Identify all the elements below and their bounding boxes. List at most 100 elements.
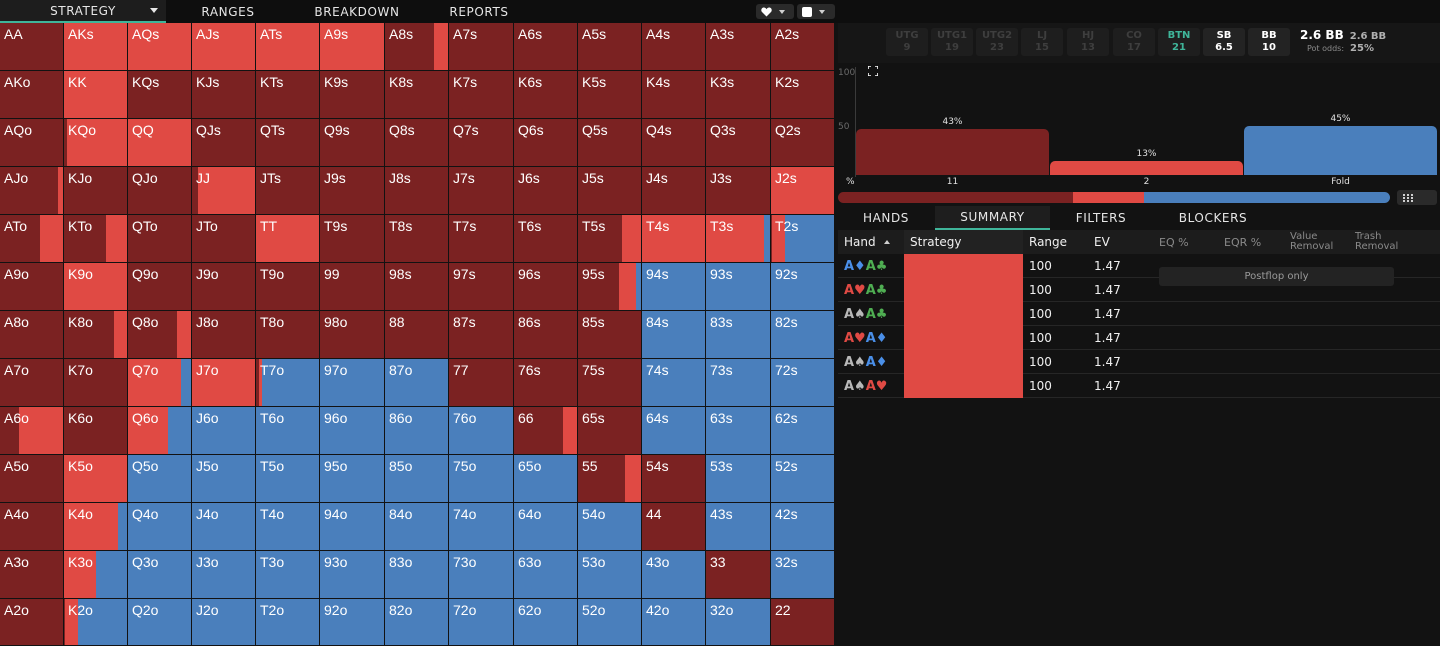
position-btn[interactable]: BTN 21 <box>1158 28 1200 56</box>
hand-cell[interactable]: KQs <box>128 71 192 119</box>
hand-cell[interactable]: 96s <box>514 263 578 311</box>
hand-cell[interactable]: A7o <box>0 359 64 407</box>
hand-cell[interactable]: J6s <box>514 167 578 215</box>
hand-cell[interactable]: A3o <box>0 551 64 599</box>
hand-cell[interactable]: Q6s <box>514 119 578 167</box>
hand-cell[interactable]: J8s <box>385 167 449 215</box>
hand-cell[interactable]: 83s <box>706 311 771 359</box>
hand-cell[interactable]: 65s <box>578 407 642 455</box>
hand-cell[interactable]: 55 <box>578 455 642 503</box>
hand-cell[interactable]: 93s <box>706 263 771 311</box>
hand-cell[interactable]: TT <box>256 215 320 263</box>
hand-cell[interactable]: K5o <box>64 455 128 503</box>
hand-cell[interactable]: 32o <box>706 599 771 646</box>
position-bb[interactable]: BB 10 <box>1248 28 1290 56</box>
hand-cell[interactable]: 97s <box>449 263 514 311</box>
hand-cell[interactable]: K7s <box>449 71 514 119</box>
hand-cell[interactable]: A5s <box>578 23 642 71</box>
hand-cell[interactable]: 54s <box>642 455 706 503</box>
hand-cell[interactable]: AJs <box>192 23 256 71</box>
tab-ranges[interactable]: RANGES <box>166 0 290 23</box>
col-ev[interactable]: EV <box>1094 230 1144 254</box>
position-utg2[interactable]: UTG2 23 <box>976 28 1018 56</box>
hand-cell[interactable]: 85s <box>578 311 642 359</box>
hand-cell[interactable]: A4s <box>642 23 706 71</box>
hand-cell[interactable]: 87s <box>449 311 514 359</box>
hand-cell[interactable]: 84o <box>385 503 449 551</box>
tab-summary[interactable]: SUMMARY <box>935 206 1050 230</box>
hand-cell[interactable]: 77 <box>449 359 514 407</box>
hand-cell[interactable]: 52o <box>578 599 642 646</box>
hand-cell[interactable]: 53s <box>706 455 771 503</box>
table-row[interactable]: A♠ A♣ 100 1.47 <box>838 302 1440 326</box>
hand-cell[interactable]: QTo <box>128 215 192 263</box>
hand-cell[interactable]: Q8s <box>385 119 449 167</box>
hand-cell[interactable]: 95s <box>578 263 642 311</box>
hand-cell[interactable]: J9s <box>320 167 385 215</box>
hand-cell[interactable]: 64s <box>642 407 706 455</box>
hand-cell[interactable]: QQ <box>128 119 192 167</box>
hand-cell[interactable]: A5o <box>0 455 64 503</box>
hand-cell[interactable]: T8s <box>385 215 449 263</box>
hand-cell[interactable]: KJs <box>192 71 256 119</box>
hand-cell[interactable]: T5s <box>578 215 642 263</box>
hand-cell[interactable]: K4s <box>642 71 706 119</box>
hand-cell[interactable]: 97o <box>320 359 385 407</box>
hand-cell[interactable]: 96o <box>320 407 385 455</box>
hand-cell[interactable]: K2s <box>771 71 835 119</box>
hand-cell[interactable]: AQs <box>128 23 192 71</box>
hand-cell[interactable]: 42o <box>642 599 706 646</box>
hand-cell[interactable]: AKs <box>64 23 128 71</box>
hand-cell[interactable]: T6o <box>256 407 320 455</box>
hand-cell[interactable]: 93o <box>320 551 385 599</box>
hand-cell[interactable]: 64o <box>514 503 578 551</box>
hand-cell[interactable]: Q2s <box>771 119 835 167</box>
hand-cell[interactable]: A8o <box>0 311 64 359</box>
hand-cell[interactable]: 86o <box>385 407 449 455</box>
hand-cell[interactable]: K5s <box>578 71 642 119</box>
hand-cell[interactable]: A9o <box>0 263 64 311</box>
chevron-down-icon[interactable] <box>150 8 158 13</box>
hand-cell[interactable]: 75s <box>578 359 642 407</box>
hand-cell[interactable]: K9o <box>64 263 128 311</box>
hand-cell[interactable]: 73o <box>449 551 514 599</box>
hand-cell[interactable]: 43s <box>706 503 771 551</box>
hand-cell[interactable]: J7s <box>449 167 514 215</box>
col-trash-removal[interactable]: Trash Removal <box>1355 230 1415 254</box>
hand-cell[interactable]: 76s <box>514 359 578 407</box>
hand-cell[interactable]: K2o <box>64 599 128 646</box>
position-sb[interactable]: SB 6.5 <box>1203 28 1245 56</box>
hand-cell[interactable]: Q8o <box>128 311 192 359</box>
hand-cell[interactable]: ATs <box>256 23 320 71</box>
hand-cell[interactable]: 99 <box>320 263 385 311</box>
hand-cell[interactable]: T8o <box>256 311 320 359</box>
hand-cell[interactable]: AA <box>0 23 64 71</box>
hand-cell[interactable]: T4s <box>642 215 706 263</box>
hand-cell[interactable]: T9o <box>256 263 320 311</box>
hand-cell[interactable]: QTs <box>256 119 320 167</box>
hand-cell[interactable]: A4o <box>0 503 64 551</box>
tab-strategy[interactable]: STRATEGY <box>0 0 166 23</box>
hand-cell[interactable]: T7o <box>256 359 320 407</box>
chart-bar[interactable] <box>1244 126 1437 175</box>
hand-cell[interactable]: A7s <box>449 23 514 71</box>
hand-cell[interactable]: K3s <box>706 71 771 119</box>
hand-cell[interactable]: J5o <box>192 455 256 503</box>
hand-cell[interactable]: 72o <box>449 599 514 646</box>
hand-cell[interactable]: 63o <box>514 551 578 599</box>
display-selector[interactable] <box>797 4 835 19</box>
hand-cell[interactable]: 92o <box>320 599 385 646</box>
hand-cell[interactable]: 95o <box>320 455 385 503</box>
table-row[interactable]: A♦ A♣ 100 1.47 <box>838 254 1440 278</box>
hand-cell[interactable]: T2s <box>771 215 835 263</box>
hand-cell[interactable]: Q7s <box>449 119 514 167</box>
hand-cell[interactable]: 83o <box>385 551 449 599</box>
hand-cell[interactable]: QJo <box>128 167 192 215</box>
tab-hands[interactable]: HANDS <box>838 206 934 230</box>
hand-cell[interactable]: T9s <box>320 215 385 263</box>
hand-cell[interactable]: J4s <box>642 167 706 215</box>
tab-blockers[interactable]: BLOCKERS <box>1151 206 1275 230</box>
hand-cell[interactable]: J4o <box>192 503 256 551</box>
col-eq[interactable]: EQ % <box>1159 230 1219 254</box>
hand-cell[interactable]: 42s <box>771 503 835 551</box>
